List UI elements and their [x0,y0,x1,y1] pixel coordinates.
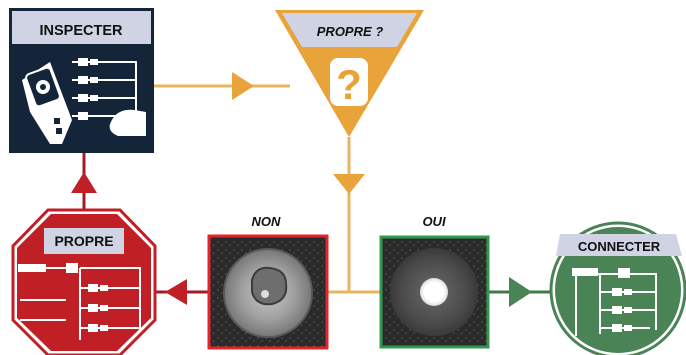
svg-text:?: ? [336,61,362,108]
dirty-result: NON [207,214,329,350]
flow-lines [71,72,552,307]
arrow-down-icon [333,174,365,194]
inspect-step: INSPECTER [9,8,154,153]
fiber-inspection-probe-icon [22,58,146,144]
clean-step: PROPRE [11,208,157,355]
inspect-label: INSPECTER [40,23,124,39]
arrow-right-icon [232,72,254,100]
fiber-cleaning-icon [18,263,141,340]
arrow-up-icon [71,172,97,193]
connect-label: CONNECTER [578,239,661,254]
dirty-fiber-endface-image [223,248,313,338]
connect-step: CONNECTER [549,221,686,355]
arrow-right-icon [509,277,532,307]
no-label: NON [252,214,282,229]
decision-step: PROPRE ? ? [275,10,424,137]
fiber-connector-icon [572,268,657,336]
decision-label: PROPRE ? [317,24,384,39]
clean-fiber-endface-image [390,248,478,336]
yes-label: OUI [422,214,446,229]
arrow-left-icon [165,279,187,305]
clean-result: OUI [379,214,490,349]
clean-label: PROPRE [54,233,113,249]
question-mark-icon: ? [330,58,368,108]
